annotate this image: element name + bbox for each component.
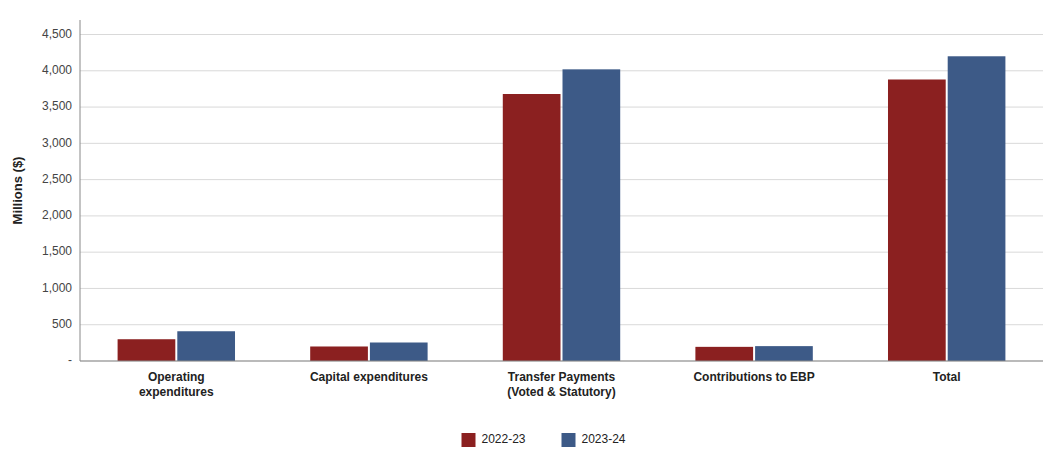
legend: 2022-23 2023-24 bbox=[462, 432, 626, 447]
bar bbox=[755, 346, 813, 361]
x-ticks: Operatingexpenditures Capital expenditure… bbox=[139, 370, 961, 399]
y-tick-label: 4,000 bbox=[42, 63, 72, 77]
grid-line bbox=[80, 70, 1043, 71]
legend-swatch bbox=[462, 433, 476, 447]
x-tick-label: Capital expenditures bbox=[310, 370, 428, 384]
bar bbox=[888, 79, 946, 361]
bar bbox=[118, 339, 176, 361]
y-tick-label: 2,500 bbox=[42, 172, 72, 186]
bar bbox=[177, 331, 235, 361]
legend-swatch bbox=[562, 433, 576, 447]
y-tick-label: 1,000 bbox=[42, 281, 72, 295]
x-tick-label: Transfer Payments(Voted & Statutory) bbox=[507, 370, 615, 399]
x-tick-label: Operatingexpenditures bbox=[139, 370, 214, 399]
grid bbox=[80, 35, 1043, 361]
y-tick-label: 2,000 bbox=[42, 208, 72, 222]
bar bbox=[695, 347, 753, 361]
bar bbox=[370, 342, 428, 361]
y-axis-line bbox=[80, 20, 81, 361]
legend-label: 2023-24 bbox=[582, 432, 626, 446]
x-tick-label-line: Operating bbox=[148, 370, 205, 384]
x-axis-line bbox=[80, 361, 1043, 362]
y-tick-label: 4,500 bbox=[42, 27, 72, 41]
legend-label: 2022-23 bbox=[482, 432, 526, 446]
y-tick-label: - bbox=[68, 353, 72, 367]
x-tick-label: Contributions to EBP bbox=[693, 370, 814, 384]
chart-container: - 500 1,000 1,500 2,000 2,500 3,000 3,500 4,000 4… bbox=[0, 0, 1063, 461]
bar bbox=[948, 56, 1006, 361]
y-ticks: - 500 1,000 1,500 2,000 2,500 3,000 3,500 4,000 4… bbox=[42, 27, 72, 367]
y-tick-label: 1,500 bbox=[42, 244, 72, 258]
bar bbox=[503, 94, 561, 361]
bars bbox=[118, 56, 1006, 361]
x-tick-label-line: Total bbox=[933, 370, 961, 384]
chart-svg: - 500 1,000 1,500 2,000 2,500 3,000 3,500 4,000 4… bbox=[0, 0, 1063, 461]
y-tick-label: 3,000 bbox=[42, 136, 72, 150]
bar bbox=[563, 69, 621, 361]
grid-line bbox=[80, 34, 1043, 35]
x-tick-label: Total bbox=[933, 370, 961, 384]
x-tick-label-line: Capital expenditures bbox=[310, 370, 428, 384]
x-tick-label-line: expenditures bbox=[139, 385, 214, 399]
bar bbox=[310, 346, 368, 361]
y-tick-label: 3,500 bbox=[42, 99, 72, 113]
grid-line bbox=[80, 361, 1043, 362]
x-tick-label-line: (Voted & Statutory) bbox=[507, 385, 615, 399]
y-tick-label: 500 bbox=[52, 317, 72, 331]
x-tick-label-line: Contributions to EBP bbox=[693, 370, 814, 384]
y-axis-label: Millions ($) bbox=[10, 157, 25, 225]
x-tick-label-line: Transfer Payments bbox=[508, 370, 616, 384]
